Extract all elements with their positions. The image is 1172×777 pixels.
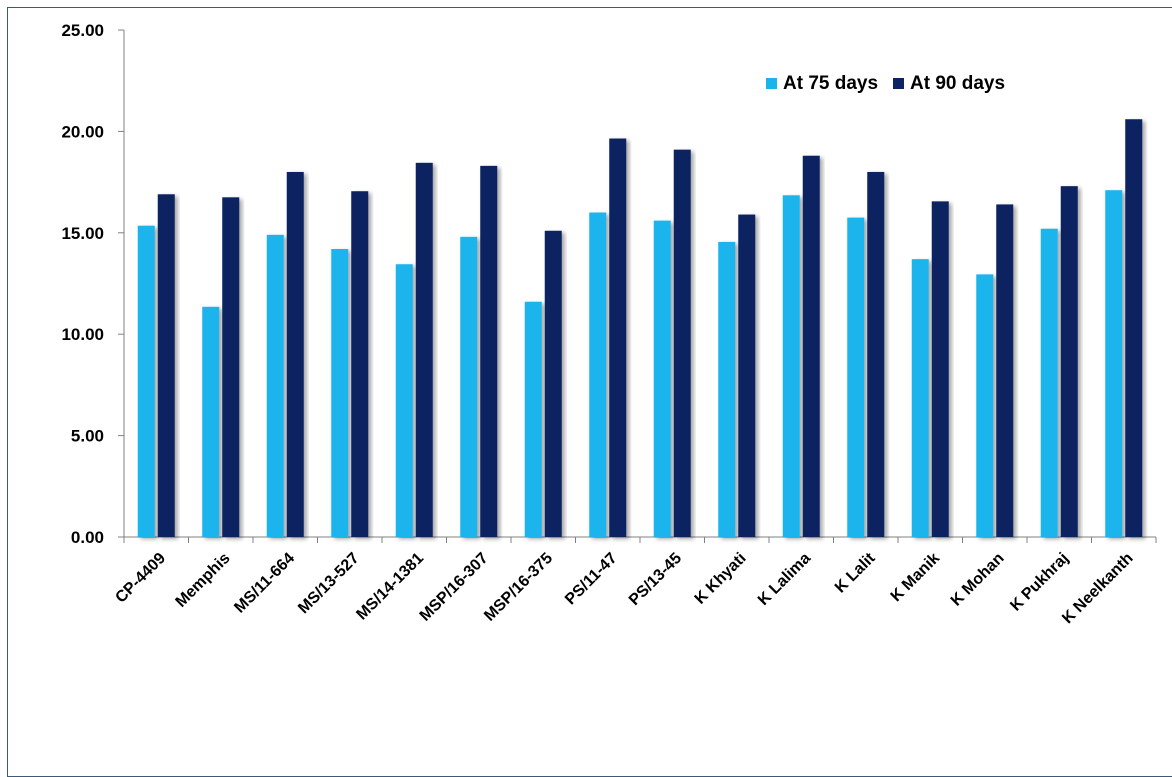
- bar-at-90-days: [802, 155, 820, 537]
- bar-at-90-days: [1125, 119, 1143, 538]
- legend-label: At 75 days: [783, 73, 878, 94]
- y-axis: 0.00 5.00 10.00 15.00 20.00 25.00: [61, 21, 125, 547]
- bar-at-90-days: [351, 191, 369, 537]
- x-tick-label: MSP/16-375: [481, 550, 556, 625]
- bar-at-90-days: [286, 171, 304, 537]
- x-tick-label: MSP/16-307: [417, 550, 492, 625]
- bar-at-90-days: [867, 171, 885, 537]
- bar-at-75-days: [524, 301, 542, 537]
- x-axis: CP-4409 MemphisMS/11-664MS/13-527MS/14-13…: [112, 536, 1157, 627]
- bars: [137, 119, 1143, 538]
- bar-at-90-days: [996, 204, 1014, 537]
- bar-at-75-days: [782, 195, 800, 538]
- x-tick-label: MS/11-664: [231, 550, 298, 617]
- bar-at-90-days: [415, 162, 433, 538]
- x-tick-label: K Lalima: [755, 550, 814, 609]
- bar-at-75-days: [976, 274, 994, 537]
- bar-at-75-days: [395, 264, 413, 537]
- legend-swatch: [893, 78, 904, 89]
- bar-at-75-days: [137, 225, 155, 537]
- x-tick-label: K Khyati: [692, 550, 750, 608]
- bar-at-75-days: [202, 306, 220, 537]
- bar-at-90-days: [1060, 186, 1078, 537]
- bar-at-75-days: [847, 217, 865, 537]
- x-tick-label: CP-4409: [112, 550, 169, 607]
- bar-at-90-days: [609, 138, 627, 538]
- bar-at-75-days: [653, 220, 671, 537]
- bar-at-90-days: [544, 230, 562, 537]
- bar-at-90-days: [157, 194, 175, 537]
- y-tick-label: 15.00: [61, 224, 104, 243]
- bar-at-75-days: [460, 236, 478, 537]
- bar-at-90-days: [222, 197, 240, 537]
- bar-at-90-days: [480, 165, 498, 537]
- x-tick-label: PS/13-45: [626, 550, 685, 609]
- x-tick-label: MS/13-527: [295, 550, 362, 617]
- bar-at-75-days: [911, 259, 929, 537]
- y-tick-label: 10.00: [61, 325, 104, 344]
- bar-at-90-days: [738, 214, 756, 537]
- x-tick-label: PS/11-47: [562, 550, 621, 609]
- bar-at-90-days: [931, 201, 949, 537]
- y-tick-label: 5.00: [71, 427, 104, 446]
- bar-at-75-days: [589, 212, 607, 537]
- x-tick-label: K Pukhraj: [1007, 550, 1072, 615]
- bar-at-75-days: [331, 249, 349, 538]
- x-tick-label: K Manik: [888, 550, 943, 605]
- y-tick-label: 0.00: [71, 528, 104, 547]
- legend: At 75 days At 90 days: [766, 73, 1005, 94]
- bar-at-75-days: [266, 234, 284, 537]
- legend-label: At 90 days: [910, 73, 1005, 94]
- bar-chart: 0.00 5.00 10.00 15.00 20.00 25.00 CP-4409 Memp…: [61, 21, 1157, 627]
- legend-swatch: [766, 78, 777, 89]
- y-tick-label: 20.00: [61, 122, 104, 141]
- bar-at-75-days: [718, 241, 736, 537]
- bar-at-75-days: [1040, 228, 1058, 537]
- y-tick-label: 25.00: [61, 21, 104, 40]
- x-tick-label: K Lalit: [832, 549, 879, 596]
- x-tick-label: Memphis: [173, 550, 234, 611]
- bar-at-90-days: [673, 149, 691, 538]
- x-tick-label: K Mohan: [948, 550, 1008, 610]
- bar-at-75-days: [1105, 190, 1123, 537]
